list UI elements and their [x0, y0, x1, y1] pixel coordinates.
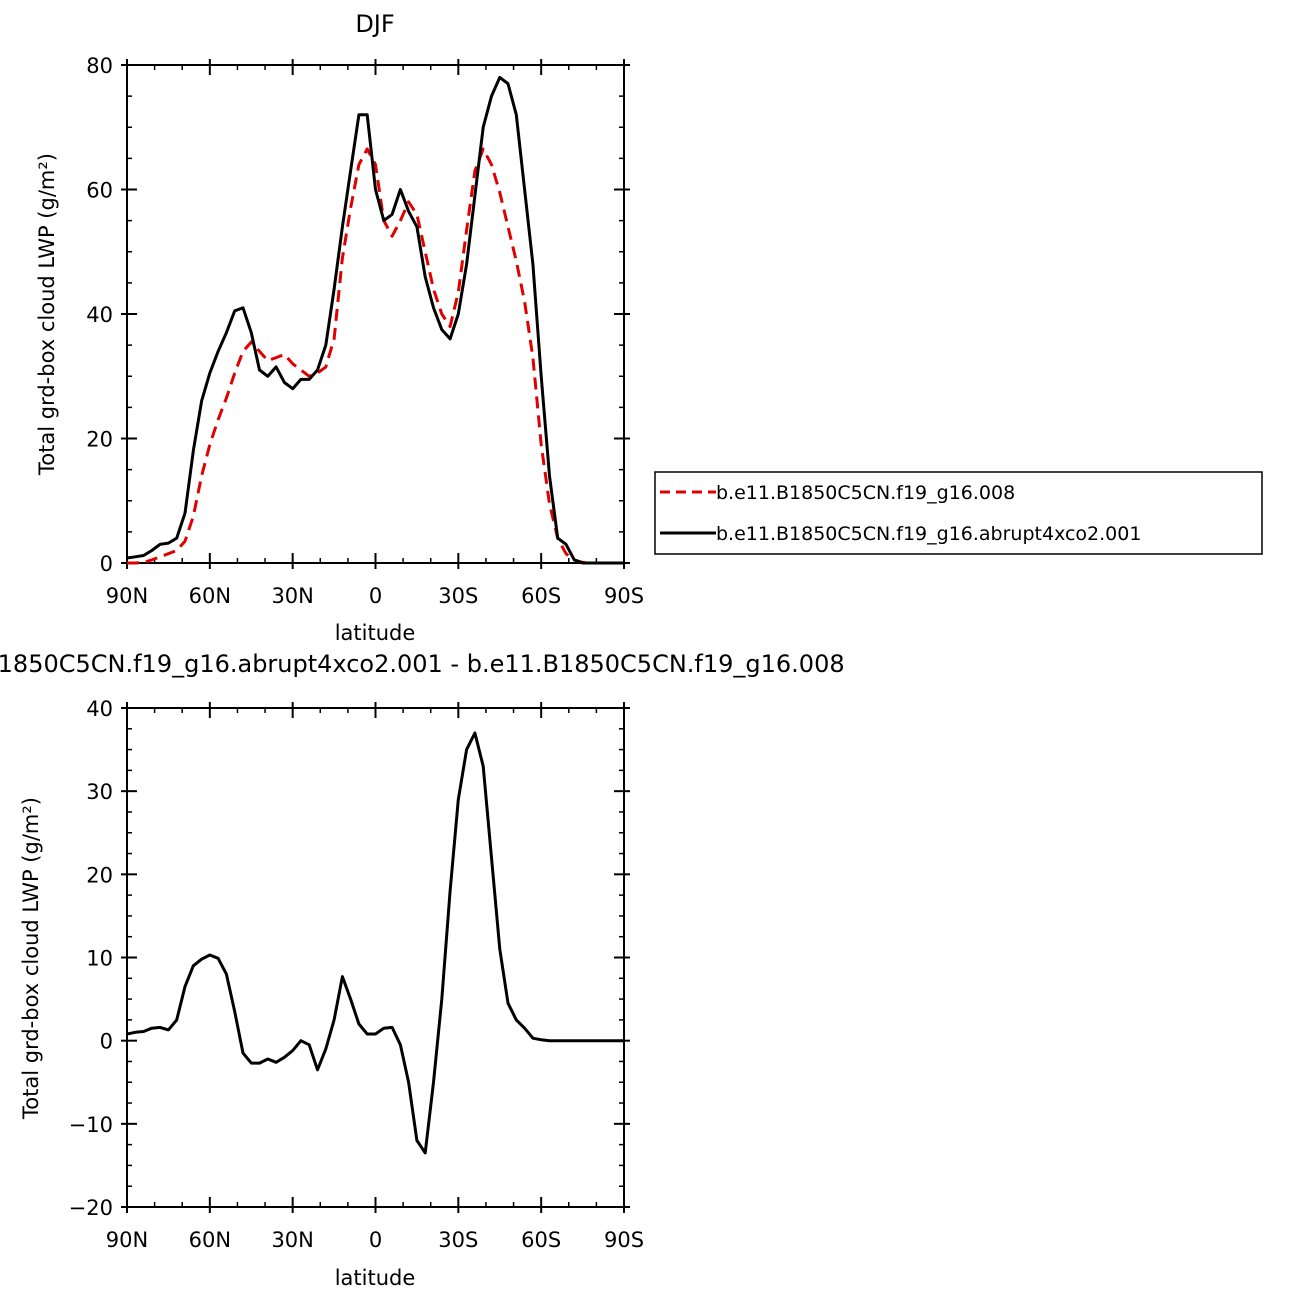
bottom-x-axis-label: latitude [335, 1266, 416, 1290]
top-x-tick-label: 0 [369, 584, 382, 608]
top-plot-frame [126, 64, 625, 564]
bottom-y-axis-label: Total grd-box cloud LWP (g/m²) [19, 797, 43, 1120]
legend-label-control: b.e11.B1850C5CN.f19_g16.008 [716, 482, 1015, 504]
bottom-y-tick-label: −20 [69, 1196, 113, 1220]
bottom-series-line-0 [126, 731, 624, 1155]
bottom-x-tick-label: 90S [604, 1228, 644, 1252]
bottom-y-tick-label: 10 [86, 947, 113, 971]
top-x-tick-label: 30N [271, 584, 313, 608]
bottom-chart-title: b.e11.B1850C5CN.f19_g16.abrupt4xco2.001 … [0, 650, 845, 678]
top-x-tick-label: 30S [438, 584, 478, 608]
bottom-x-tick-label: 60S [521, 1228, 561, 1252]
bottom-panel: b.e11.B1850C5CN.f19_g16.abrupt4xco2.001 … [0, 650, 845, 1290]
top-chart-title: DJF [355, 10, 394, 38]
top-y-tick-label: 60 [86, 179, 113, 203]
top-x-axis-label: latitude [335, 621, 416, 645]
legend-box [654, 471, 1263, 555]
top-y-tick-label: 80 [86, 54, 113, 78]
top-x-tick-label: 60S [521, 584, 561, 608]
bottom-x-tick-label: 30N [271, 1228, 313, 1252]
bottom-series-group [126, 731, 624, 1155]
top-series-line-0 [127, 147, 624, 565]
top-y-tick-label: 0 [100, 552, 113, 576]
bottom-y-tick-label: 40 [86, 697, 113, 721]
bottom-y-tick-label: −10 [69, 1113, 113, 1137]
bottom-x-tick-label: 30S [438, 1228, 478, 1252]
top-y-tick-label: 40 [86, 303, 113, 327]
top-panel: DJF 90N 60N 30N 0 30S 60S 90S 0 20 40 60 80 latitud… [35, 10, 644, 645]
top-x-tick-label: 60N [189, 584, 231, 608]
legend: b.e11.B1850C5CN.f19_g16.008 b.e11.B1850C… [654, 471, 1263, 555]
bottom-plot-frame [126, 707, 625, 1208]
top-y-tick-label: 20 [86, 428, 113, 452]
bottom-y-tick-label: 30 [86, 780, 113, 804]
legend-label-abrupt4xco2: b.e11.B1850C5CN.f19_g16.abrupt4xco2.001 [716, 523, 1141, 545]
top-series-line-1 [126, 75, 624, 565]
bottom-y-tick-label: 0 [100, 1030, 113, 1054]
bottom-y-tick-label: 20 [86, 863, 113, 887]
bottom-axes: 90N 60N 30N 0 30S 60S 90S −20 −10 0 10 20 30 40 [69, 697, 644, 1252]
top-series-group [126, 75, 624, 565]
top-x-tick-label: 90S [604, 584, 644, 608]
bottom-x-tick-label: 60N [189, 1228, 231, 1252]
bottom-x-tick-label: 90N [106, 1228, 148, 1252]
top-y-axis-label: Total grd-box cloud LWP (g/m²) [35, 153, 59, 476]
top-x-tick-label: 90N [106, 584, 148, 608]
bottom-x-tick-label: 0 [369, 1228, 382, 1252]
top-axes: 90N 60N 30N 0 30S 60S 90S 0 20 40 60 80 [86, 54, 644, 608]
